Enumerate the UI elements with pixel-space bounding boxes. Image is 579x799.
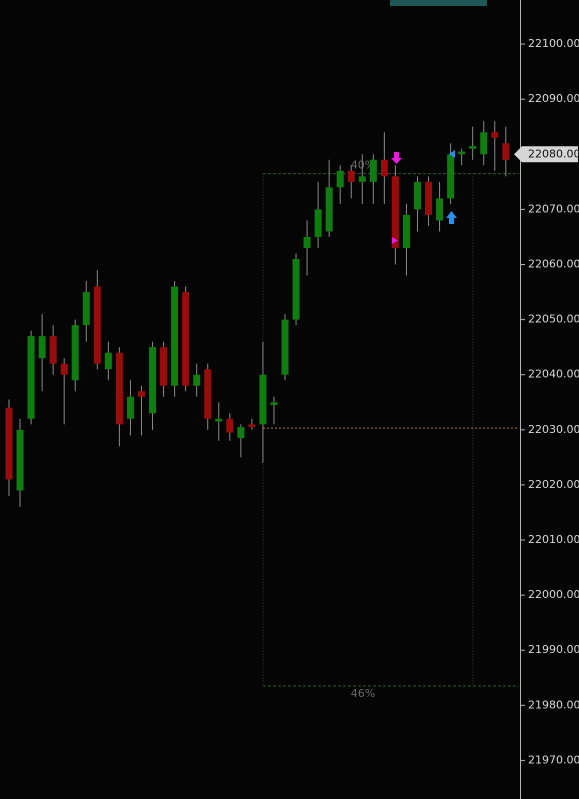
level-label: 40% [351, 159, 375, 172]
candle-body [126, 396, 134, 419]
signal-icon [392, 237, 398, 244]
y-tick-label: 21970.00 [528, 753, 579, 766]
y-tick-label: 22000.00 [528, 588, 579, 601]
candle-body [314, 209, 322, 237]
candle-body [436, 198, 444, 221]
candle-body [104, 352, 112, 370]
y-tick-label: 22040.00 [528, 368, 579, 381]
y-tick-label: 21980.00 [528, 698, 579, 711]
candle-body [60, 363, 68, 375]
candle-body [193, 374, 201, 386]
price-tag [514, 146, 578, 163]
candle-body [82, 292, 90, 326]
y-tick-label: 22030.00 [528, 423, 579, 436]
candle-body [204, 369, 212, 419]
candle-body [149, 347, 157, 414]
candle-body [336, 170, 344, 188]
candle-body [325, 187, 333, 232]
candle-body [358, 176, 366, 182]
candle-body [458, 151, 466, 155]
candle-body [237, 427, 245, 439]
y-tick-label: 22100.00 [528, 37, 579, 50]
toolbar-tab [390, 0, 487, 6]
candle-body [248, 424, 256, 428]
candle-body [292, 258, 300, 320]
candle-body [16, 429, 24, 491]
candle-body [413, 181, 421, 210]
candle-body [71, 325, 79, 381]
candle-body [270, 402, 278, 406]
candle-body [447, 154, 455, 199]
y-tick-label: 22020.00 [528, 478, 579, 491]
candle-body [38, 336, 46, 359]
candle-body [380, 159, 388, 177]
y-tick-label: 21990.00 [528, 643, 579, 656]
y-tick-label: 22090.00 [528, 92, 579, 105]
y-tick-label: 22050.00 [528, 313, 579, 326]
candle-body [491, 132, 499, 138]
candle-body [215, 418, 223, 422]
candle-body [27, 336, 35, 419]
candle-body [480, 132, 488, 155]
candle-body [502, 143, 510, 160]
candle-body [160, 347, 168, 386]
candle-body [347, 170, 355, 182]
candle-body [369, 159, 377, 182]
candle-body [115, 352, 123, 425]
candle-body [226, 418, 234, 433]
candle-body [425, 181, 433, 215]
signal-icon [391, 152, 402, 164]
y-tick-label: 22070.00 [528, 202, 579, 215]
candle-body [303, 236, 311, 248]
candle-body [259, 374, 267, 425]
candle-body [391, 176, 399, 248]
signal-icon [446, 211, 457, 224]
candle-body [182, 292, 190, 386]
candle-body [281, 319, 289, 375]
y-tick-label: 22060.00 [528, 257, 579, 270]
candle-body [49, 336, 57, 364]
candle-body [171, 286, 179, 386]
candle-body [469, 146, 477, 149]
candle-body [5, 407, 13, 480]
candle-body [93, 286, 101, 364]
candle-body [137, 391, 145, 397]
candle-body [402, 214, 410, 248]
price-tag-label: 22080.00 [528, 147, 579, 160]
signal-icon [449, 150, 455, 158]
level-label: 46% [351, 687, 375, 700]
y-tick-label: 22010.00 [528, 533, 579, 546]
